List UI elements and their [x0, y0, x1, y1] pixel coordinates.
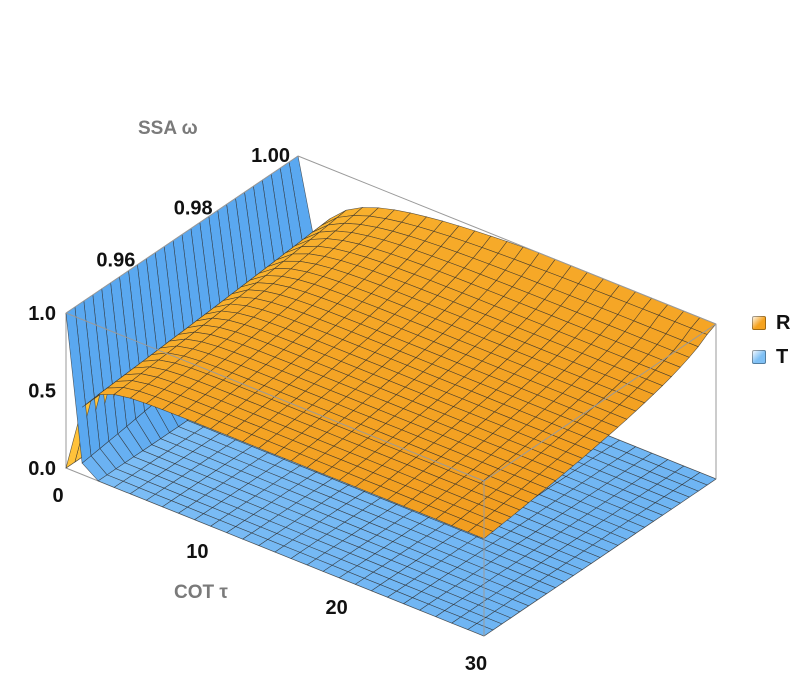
legend-item-r: R: [752, 306, 790, 340]
box-edge: [65, 312, 485, 482]
surface-r-patch: [467, 524, 494, 539]
y-tick-label: 0.98: [174, 197, 213, 219]
x-axis-label: COT τ: [174, 582, 228, 603]
z-tick-label: 0.0: [28, 458, 56, 480]
x-tick-label: 10: [186, 541, 208, 563]
legend-label-t: T: [776, 345, 789, 368]
x-tick-label: 20: [326, 597, 348, 619]
x-tick-label: 0: [52, 485, 63, 507]
x-tick-label: 30: [465, 653, 487, 675]
box-edge: [297, 155, 717, 325]
y-tick-label: 0.96: [96, 250, 135, 272]
z-tick-label: 1.0: [28, 303, 56, 325]
z-tick-label: 0.5: [28, 381, 56, 403]
box-edge: [483, 323, 717, 482]
legend-label-r: R: [776, 311, 791, 334]
legend-swatch-r: [752, 316, 766, 330]
legend-item-t: T: [752, 340, 790, 374]
y-tick-label: 1.00: [251, 145, 290, 167]
bounding-box-front: [65, 155, 717, 636]
box-edge: [65, 155, 299, 314]
y-axis-label: SSA ω: [138, 118, 198, 139]
legend-swatch-t: [752, 350, 766, 364]
axis-ticks: 0 10 20 30 0.96 0.98 1.00 0.0 0.5 1.0: [28, 145, 487, 675]
surfaces: [65, 155, 717, 637]
surface-t-patch: [467, 623, 494, 637]
legend: R T: [752, 306, 790, 374]
